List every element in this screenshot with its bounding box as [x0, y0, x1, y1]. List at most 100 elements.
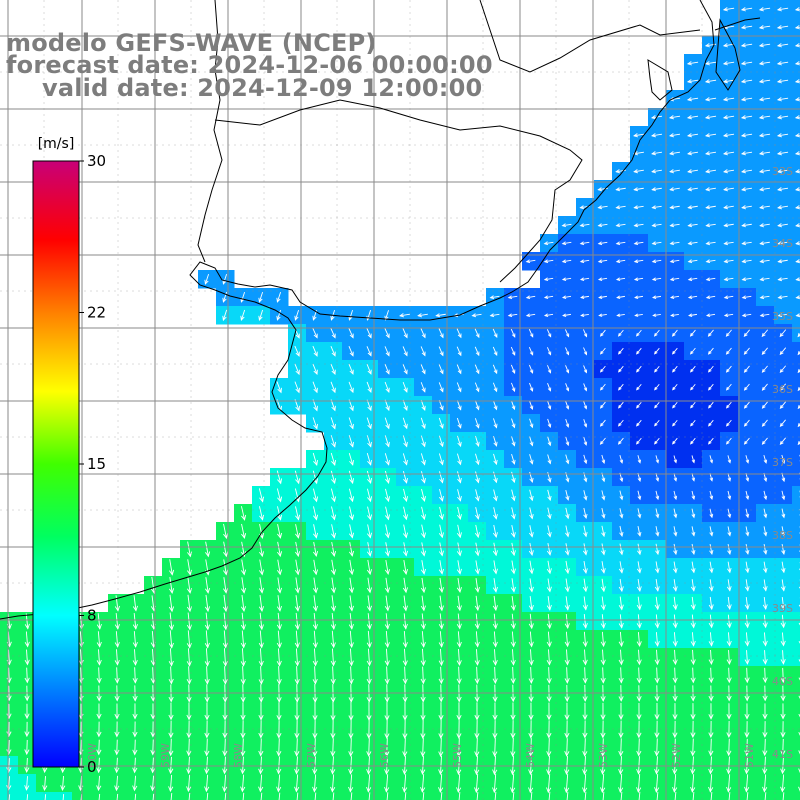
wind-arrow	[493, 507, 498, 520]
wind-arrow	[26, 794, 29, 800]
wind-arrow	[723, 187, 734, 192]
wind-arrow	[420, 364, 426, 375]
wind-arrow	[510, 346, 516, 356]
wind-arrow	[726, 596, 732, 611]
wind-arrow	[330, 613, 336, 630]
wind-arrow	[690, 632, 696, 647]
wind-arrow	[276, 541, 283, 558]
wind-arrow	[222, 738, 228, 757]
wind-arrow	[276, 648, 282, 667]
wind-arrow	[615, 187, 626, 192]
wind-arrow	[636, 667, 642, 684]
wind-arrow	[349, 506, 355, 521]
wind-arrow	[294, 630, 300, 649]
wind-arrow	[507, 295, 518, 300]
wind-arrow	[781, 490, 786, 501]
wind-arrow	[618, 738, 624, 757]
wind-arrow	[511, 382, 516, 393]
wind-arrow	[547, 400, 552, 410]
wind-arrow	[474, 578, 480, 593]
wind-arrow	[599, 383, 606, 391]
wind-arrow	[384, 702, 390, 721]
wind-arrow	[348, 346, 354, 357]
wind-arrow	[168, 630, 174, 649]
wind-arrow	[492, 364, 498, 375]
wind-arrow	[674, 791, 677, 800]
wind-arrow	[651, 205, 662, 210]
wind-arrow	[546, 543, 552, 556]
wind-arrow	[726, 738, 732, 757]
wind-arrow	[598, 295, 607, 299]
wind-arrow	[583, 436, 588, 446]
wind-arrow	[690, 383, 696, 391]
wind-arrow	[618, 667, 624, 684]
wind-arrow	[456, 542, 462, 557]
wind-arrow	[741, 187, 752, 192]
wind-arrow	[564, 329, 570, 338]
wind-arrow	[150, 703, 156, 720]
wind-arrow	[722, 79, 735, 84]
wind-arrow	[96, 775, 102, 792]
wind-arrow	[276, 756, 282, 775]
wind-arrow	[438, 720, 444, 740]
wind-arrow	[258, 666, 264, 685]
wind-arrow	[743, 401, 750, 409]
wind-arrow	[132, 739, 138, 756]
wind-arrow	[114, 649, 120, 666]
wind-arrow	[780, 667, 786, 684]
wind-arrow	[348, 470, 355, 485]
wind-arrow	[150, 721, 156, 738]
wind-arrow	[597, 205, 608, 210]
wind-arrow	[565, 401, 570, 410]
wind-arrow	[168, 774, 174, 793]
wind-arrow	[740, 151, 753, 156]
wind-arrow	[547, 454, 552, 465]
wind-arrow	[240, 756, 246, 775]
speed-cell	[792, 306, 800, 325]
wind-arrow	[474, 560, 480, 575]
wind-arrow	[564, 631, 570, 648]
wind-arrow	[471, 313, 482, 318]
wind-arrow	[474, 702, 480, 721]
wind-arrow	[474, 542, 480, 557]
wind-arrow	[402, 702, 408, 721]
colorbar-tick-label: 0	[87, 758, 97, 776]
wind-arrow	[744, 703, 750, 720]
wind-arrow	[758, 133, 771, 138]
wind-arrow	[654, 667, 660, 684]
wind-arrow	[402, 453, 408, 466]
wind-arrow	[564, 773, 570, 794]
wind-arrow	[258, 774, 264, 793]
wind-arrow	[795, 259, 800, 264]
wind-arrow	[633, 169, 644, 174]
wind-arrow	[692, 791, 695, 800]
wind-arrow	[564, 578, 570, 593]
wind-arrow	[114, 595, 120, 612]
wind-arrow	[669, 151, 681, 156]
wind-arrow	[601, 508, 606, 519]
wind-arrow	[599, 437, 606, 445]
wind-arrow	[150, 775, 156, 792]
wind-arrow	[763, 561, 768, 574]
wind-arrow	[726, 650, 732, 665]
wind-arrow	[510, 738, 516, 757]
wind-arrow	[510, 328, 516, 338]
wind-arrow	[708, 614, 714, 629]
wind-arrow	[62, 794, 65, 800]
wind-arrow	[457, 471, 462, 484]
wind-arrow	[438, 666, 444, 685]
wind-arrow	[727, 561, 732, 574]
wind-arrow	[761, 383, 768, 391]
wind-arrow	[759, 187, 771, 192]
wind-arrow	[528, 631, 534, 648]
wind-arrow	[779, 365, 787, 374]
wind-arrow	[672, 667, 678, 684]
wind-arrow	[366, 666, 372, 685]
wind-arrow	[727, 455, 732, 464]
wind-arrow	[330, 756, 336, 775]
wind-arrow	[222, 273, 228, 285]
wind-arrow	[42, 776, 48, 791]
wind-arrow	[618, 561, 624, 574]
speed-cell	[792, 648, 800, 667]
wind-arrow	[686, 133, 699, 138]
